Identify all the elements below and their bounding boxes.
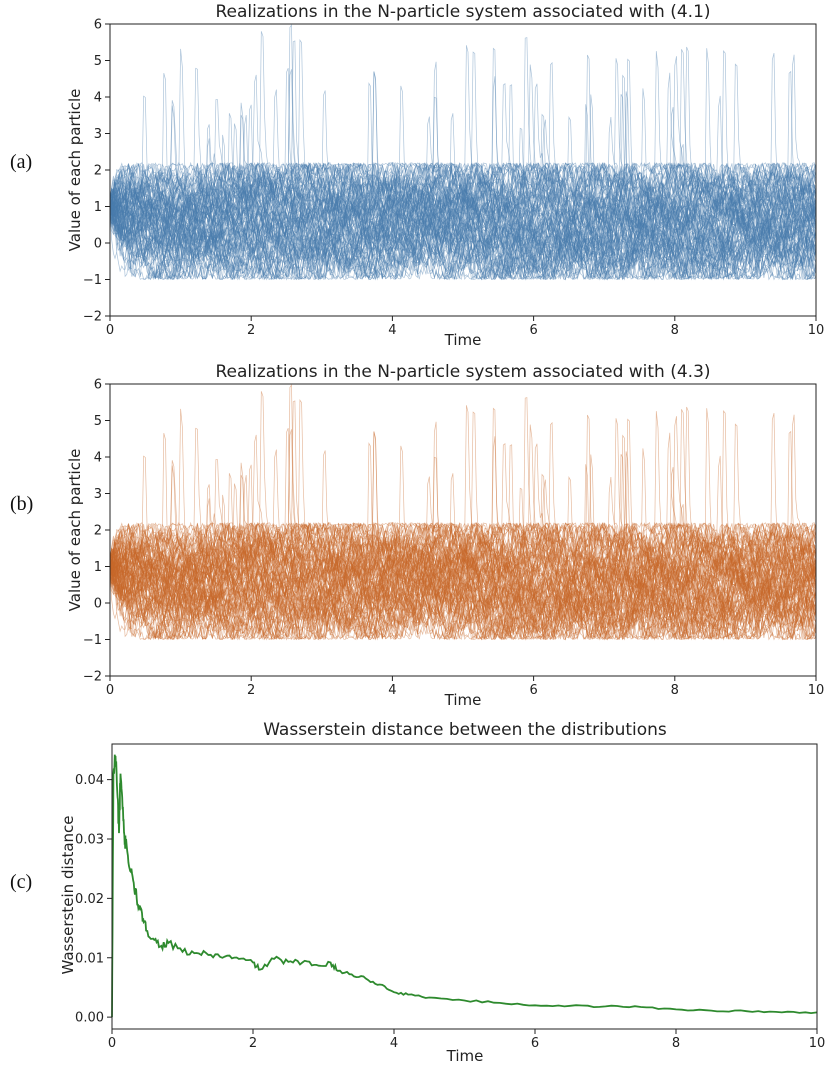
x-tick-label: 10: [808, 323, 825, 338]
y-tick-label: 3: [94, 487, 102, 502]
y-tick-label: 4: [94, 451, 102, 466]
y-tick-label: 5: [94, 54, 102, 69]
x-tick-label: 8: [672, 1036, 680, 1051]
x-tick-label: 4: [390, 1036, 398, 1051]
panel-c-series: [112, 755, 817, 1017]
panel-b-traces: [110, 385, 816, 639]
y-tick-label: 0: [94, 597, 102, 612]
panel-b-yticks: −2 −1 0 1 2 3 4 5 6: [83, 378, 110, 685]
wasserstein-line: [112, 755, 817, 1017]
x-tick-label: 2: [249, 1036, 257, 1051]
x-tick-label: 4: [388, 323, 396, 338]
y-tick-label: 0.01: [75, 951, 104, 966]
y-tick-label: 3: [94, 127, 102, 142]
y-tick-label: −1: [83, 273, 102, 288]
y-tick-label: 2: [94, 164, 102, 179]
x-tick-label: 2: [247, 323, 255, 338]
y-tick-label: −1: [83, 633, 102, 648]
x-tick-label: 10: [809, 1036, 826, 1051]
panel-a-traces: [110, 25, 816, 279]
x-tick-label: 10: [808, 683, 825, 698]
y-tick-label: 0.02: [75, 892, 104, 907]
x-tick-label: 2: [247, 683, 255, 698]
y-tick-label: 4: [94, 91, 102, 106]
x-tick-label: 8: [671, 683, 679, 698]
panel-b: (b) Realizations in the N-particle syste…: [10, 362, 824, 709]
panel-c-frame: [112, 744, 817, 1029]
panel-a-xlabel: Time: [444, 331, 482, 349]
panel-b-label: (b): [10, 493, 33, 515]
panel-a-ylabel: Value of each particle: [66, 89, 84, 252]
x-tick-label: 8: [671, 323, 679, 338]
y-tick-label: 0.04: [75, 773, 104, 788]
panel-a-title: Realizations in the N-particle system as…: [215, 2, 710, 22]
y-tick-label: 1: [94, 560, 102, 575]
x-tick-label: 6: [529, 683, 537, 698]
y-tick-label: −2: [83, 670, 102, 685]
y-tick-label: 0: [94, 237, 102, 252]
y-tick-label: 0.03: [75, 833, 104, 848]
y-tick-label: 6: [94, 18, 102, 33]
y-tick-label: 0.00: [75, 1011, 104, 1026]
panel-a-yticks: −2 −1 0 1 2 3 4 5 6: [83, 18, 110, 325]
x-tick-label: 0: [106, 683, 114, 698]
panel-c: (c) Wasserstein distance between the dis…: [10, 720, 825, 1065]
panel-c-yticks: 0.00 0.01 0.02 0.03 0.04: [75, 773, 112, 1026]
y-tick-label: 2: [94, 524, 102, 539]
y-tick-label: 1: [94, 200, 102, 215]
x-tick-label: 6: [531, 1036, 539, 1051]
x-tick-label: 0: [106, 323, 114, 338]
panel-b-ylabel: Value of each particle: [66, 449, 84, 612]
x-tick-label: 0: [108, 1036, 116, 1051]
y-tick-label: 6: [94, 378, 102, 393]
panel-c-title: Wasserstein distance between the distrib…: [263, 720, 667, 740]
panel-a-label: (a): [10, 151, 32, 173]
y-tick-label: 5: [94, 414, 102, 429]
x-tick-label: 6: [529, 323, 537, 338]
panel-c-xlabel: Time: [446, 1047, 484, 1065]
panel-a: (a) Realizations in the N-particle syste…: [10, 2, 824, 349]
panel-b-xlabel: Time: [444, 691, 482, 709]
y-tick-label: −2: [83, 310, 102, 325]
panel-b-title: Realizations in the N-particle system as…: [215, 362, 710, 382]
panel-c-label: (c): [10, 871, 32, 893]
x-tick-label: 4: [388, 683, 396, 698]
